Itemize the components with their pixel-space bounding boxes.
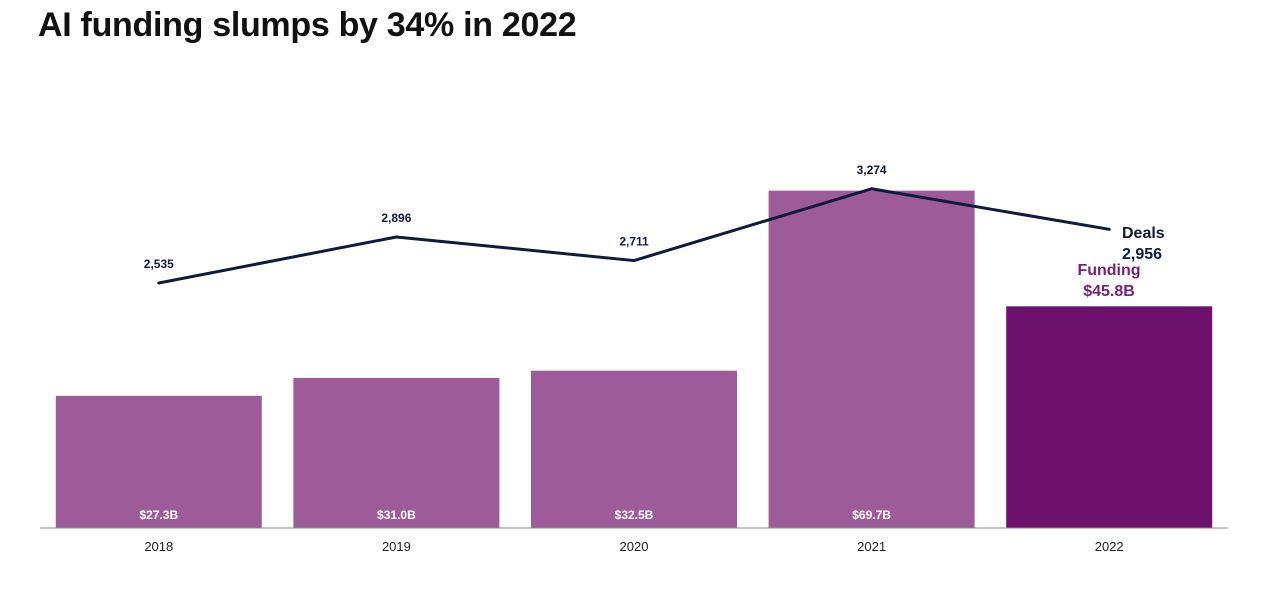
funding-bar-label-2021: $69.7B [852, 508, 891, 522]
series-labels: Deals 2,956 Funding $45.8B [1077, 225, 1164, 300]
funding-bar-2020 [531, 370, 737, 528]
deals-label-2018: 2,535 [144, 257, 174, 271]
x-tick-2020: 2020 [620, 539, 649, 554]
x-tick-2021: 2021 [857, 539, 886, 554]
funding-bar-2019 [293, 377, 500, 528]
funding-bars: $27.3B $31.0B $32.5B $69.7B [55, 190, 1213, 529]
funding-series-last-value: $45.8B [1083, 283, 1135, 300]
x-tick-2018: 2018 [144, 539, 173, 554]
deals-series-last-value: 2,956 [1122, 246, 1162, 263]
deals-label-2021: 3,274 [857, 163, 887, 177]
deals-label-2019: 2,896 [381, 211, 411, 225]
deals-point-2018 [157, 281, 161, 285]
funding-series-name: Funding [1077, 262, 1140, 279]
funding-bar-2021 [768, 190, 975, 529]
x-tick-2022: 2022 [1095, 539, 1124, 554]
x-tick-2019: 2019 [382, 539, 411, 554]
funding-bar-label-2019: $31.0B [377, 508, 416, 522]
deals-point-2021 [870, 187, 874, 191]
chart-title: AI funding slumps by 34% in 2022 [38, 6, 577, 44]
funding-bar-label-2018: $27.3B [139, 508, 178, 522]
funding-bar-2018 [55, 395, 262, 528]
deals-series-name: Deals [1122, 225, 1165, 242]
deals-label-2020: 2,711 [619, 235, 649, 249]
x-axis-ticks: 2018 2019 2020 2021 2022 [144, 539, 1123, 554]
funding-bar-label-2020: $32.5B [615, 508, 654, 522]
deals-point-2022 [1107, 227, 1111, 231]
deals-point-2019 [394, 235, 398, 239]
deals-line-layer: 2,535 2,896 2,711 3,274 [144, 163, 1111, 285]
deals-point-2020 [632, 259, 636, 263]
funding-bar-2022 [1006, 306, 1213, 528]
